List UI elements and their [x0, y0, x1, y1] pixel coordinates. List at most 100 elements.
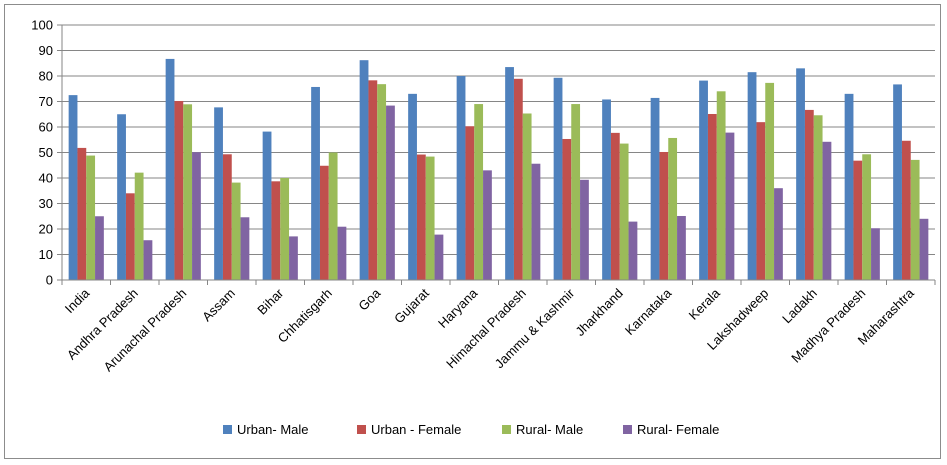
- bar-urban-male: [408, 93, 417, 280]
- bar-rural-male: [619, 143, 629, 280]
- bar-urban-female: [222, 154, 232, 280]
- x-tick-label: Jharkhand: [572, 286, 626, 340]
- legend-swatch: [223, 425, 232, 434]
- y-tick-label: 80: [39, 69, 53, 84]
- bar-rural-female: [192, 152, 201, 280]
- axes: [57, 24, 936, 285]
- bar-rural-female: [871, 228, 880, 280]
- x-tick-label: Karnataka: [622, 285, 675, 338]
- bar-rural-female: [386, 105, 395, 280]
- bar-urban-female: [610, 132, 620, 280]
- legend-swatch: [623, 425, 632, 434]
- bar-urban-female: [77, 147, 87, 280]
- y-tick-label: 40: [39, 171, 53, 186]
- bar-rural-male: [134, 172, 144, 280]
- bar-rural-female: [822, 141, 832, 280]
- x-tick-label: Bihar: [254, 285, 287, 318]
- bar-rural-female: [240, 217, 250, 280]
- x-tick-label: India: [62, 285, 93, 316]
- bar-urban-male: [796, 68, 805, 280]
- bar-rural-male: [668, 137, 678, 280]
- y-axis-ticks: 0 10 20 30 40 50 60 70 80 90 100: [31, 18, 53, 288]
- bar-rural-female: [919, 218, 929, 280]
- bar-urban-female: [804, 109, 814, 280]
- chart-frame: 0 10 20 30 40 50 60 70 80 90 100 India Andhra Prade…: [4, 4, 941, 459]
- bar-urban-male: [602, 99, 611, 281]
- bar-rural-male: [474, 104, 484, 280]
- y-tick-label: 10: [39, 247, 53, 262]
- bar-rural-male: [86, 155, 96, 280]
- bar-rural-female: [483, 170, 492, 280]
- bar-urban-male: [747, 72, 757, 280]
- bar-urban-female: [513, 78, 523, 281]
- bars: [68, 58, 929, 281]
- legend-label: Urban- Male: [237, 422, 309, 437]
- x-tick-label: Ladakh: [779, 286, 820, 327]
- x-tick-label: Haryana: [435, 285, 481, 331]
- bar-rural-female: [143, 240, 153, 280]
- bar-rural-male: [183, 104, 193, 281]
- bar-rural-male: [813, 115, 823, 281]
- legend-swatch: [502, 425, 511, 434]
- y-tick-label: 50: [39, 145, 53, 160]
- bar-rural-female: [289, 236, 298, 280]
- bar-urban-male: [456, 76, 466, 280]
- bar-rural-male: [231, 182, 241, 280]
- bar-urban-male: [68, 95, 78, 280]
- bar-rural-male: [716, 91, 726, 280]
- bar-urban-male: [359, 60, 369, 280]
- bar-urban-male: [844, 93, 854, 280]
- bar-rural-female: [434, 234, 444, 280]
- bar-urban-female: [707, 113, 717, 281]
- bar-rural-male: [910, 159, 920, 280]
- bar-urban-male: [214, 107, 223, 281]
- bar-rural-female: [95, 216, 104, 280]
- bar-urban-male: [262, 131, 272, 280]
- bar-urban-female: [271, 181, 281, 280]
- bar-rural-male: [522, 113, 532, 280]
- x-tick-label: Arunachal Pradesh: [101, 286, 190, 375]
- y-tick-label: 90: [39, 43, 53, 58]
- bar-rural-male: [765, 82, 775, 280]
- y-tick-label: 70: [39, 94, 53, 109]
- y-tick-label: 20: [39, 222, 53, 237]
- x-tick-label: Assam: [199, 286, 238, 325]
- bar-urban-female: [368, 80, 378, 281]
- bar-rural-male: [571, 104, 581, 280]
- x-tick-label: Goa: [355, 285, 384, 314]
- bar-rural-female: [725, 132, 735, 280]
- bar-urban-male: [893, 84, 902, 280]
- bar-urban-female: [416, 154, 426, 280]
- x-tick-label: Kerala: [686, 285, 724, 323]
- bar-urban-male: [165, 58, 175, 280]
- bar-urban-female: [901, 140, 911, 280]
- bar-urban-male: [505, 67, 514, 280]
- bar-rural-female: [337, 226, 347, 280]
- bar-urban-female: [659, 151, 669, 280]
- bar-rural-male: [328, 152, 338, 280]
- bar-urban-female: [756, 122, 766, 280]
- legend-label: Rural- Male: [516, 422, 583, 437]
- y-tick-label: 60: [39, 120, 53, 135]
- bar-urban-female: [853, 160, 863, 280]
- legend: Urban- Male Urban - Female Rural- Male Rura…: [223, 422, 719, 437]
- bar-rural-female: [628, 221, 638, 280]
- gridlines: [62, 24, 935, 281]
- bar-urban-female: [465, 126, 475, 280]
- bar-rural-female: [677, 215, 686, 280]
- bar-urban-male: [553, 77, 563, 280]
- bar-urban-male: [311, 86, 320, 280]
- bar-urban-female: [319, 165, 329, 280]
- y-tick-label: 30: [39, 196, 53, 211]
- bar-urban-male: [117, 114, 126, 280]
- bar-rural-male: [280, 178, 290, 280]
- bar-rural-female: [580, 179, 589, 280]
- bar-rural-male: [377, 84, 387, 280]
- bar-rural-female: [531, 163, 541, 280]
- y-tick-label: 0: [46, 273, 53, 288]
- bar-urban-female: [174, 100, 184, 281]
- bar-rural-male: [425, 156, 435, 280]
- bar-rural-female: [774, 188, 783, 280]
- x-tick-label: Gujarat: [391, 285, 432, 326]
